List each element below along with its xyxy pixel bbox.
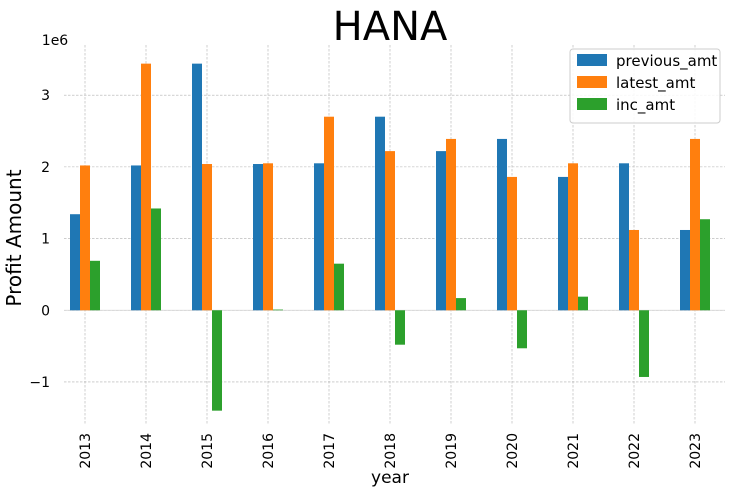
legend-swatch [577,98,607,110]
x-tick-label: 2014 [139,433,155,469]
bar-previous_amt [375,116,385,311]
bar-previous_amt [497,138,507,311]
bar-inc_amt [90,260,100,311]
bar-latest_amt [568,163,578,311]
bar-inc_amt [334,263,344,311]
legend-swatch [577,54,607,66]
bar-latest_amt [507,176,517,311]
x-axis-label: year [371,468,409,488]
legend-label: latest_amt [616,74,695,93]
bar-inc_amt [578,296,588,311]
bar-latest_amt [385,151,395,311]
y-tick-label: 2 [41,160,50,176]
x-tick-label: 2020 [505,433,521,469]
bar-latest_amt [263,163,273,311]
x-tick-label: 2021 [566,433,582,469]
bar-latest_amt [629,229,639,311]
bar-inc_amt [456,298,466,311]
bar-inc_amt [151,208,161,311]
x-tick-label: 2018 [383,433,399,469]
bar-inc_amt [273,309,283,311]
legend: previous_amt latest_amt inc_amt [569,48,721,124]
bar-inc_amt [212,310,222,411]
x-tick-label: 2016 [261,433,277,469]
bar-previous_amt [314,163,324,311]
y-tick-label: 3 [41,88,50,104]
x-tick-label: 2023 [688,433,704,469]
y-tick-label: 1 [41,232,50,248]
bar-inc_amt [395,310,405,345]
y-offset-label: 1e6 [42,33,69,49]
x-tick-label: 2013 [78,433,94,469]
bar-latest_amt [202,164,212,311]
legend-label: inc_amt [616,96,675,115]
legend-label: previous_amt [616,52,717,71]
bar-inc_amt [639,310,649,377]
bar-latest_amt [446,138,456,311]
bar-previous_amt [131,165,141,311]
x-tick-label: 2015 [200,433,216,469]
bar-latest_amt [690,138,700,311]
y-axis-label: Profit Amount [2,169,26,306]
y-tick-labels: −1 0 1 2 3 [29,88,50,391]
bar-previous_amt [680,229,690,311]
y-tick-label: −1 [29,375,50,391]
bar-latest_amt [141,63,151,311]
bar-previous_amt [253,164,263,311]
x-tick-label: 2017 [322,433,338,469]
chart-title: HANA [333,4,448,50]
bar-latest_amt [324,116,334,311]
bars-layer [70,63,710,411]
legend-box [569,48,721,124]
bar-latest_amt [80,165,90,311]
legend-swatch [577,76,607,88]
x-tick-labels: 2013 2014 2015 2016 2017 2018 2019 2020 2021 2022… [78,433,704,469]
x-tick-label: 2019 [444,433,460,469]
y-tick-label: 0 [41,303,50,319]
bar-previous_amt [619,163,629,311]
bar-inc_amt [700,219,710,311]
bar-inc_amt [517,310,527,349]
bar-previous_amt [436,151,446,311]
bar-previous_amt [70,214,80,311]
bar-previous_amt [558,176,568,311]
bar-previous_amt [192,63,202,311]
x-tick-label: 2022 [627,433,643,469]
